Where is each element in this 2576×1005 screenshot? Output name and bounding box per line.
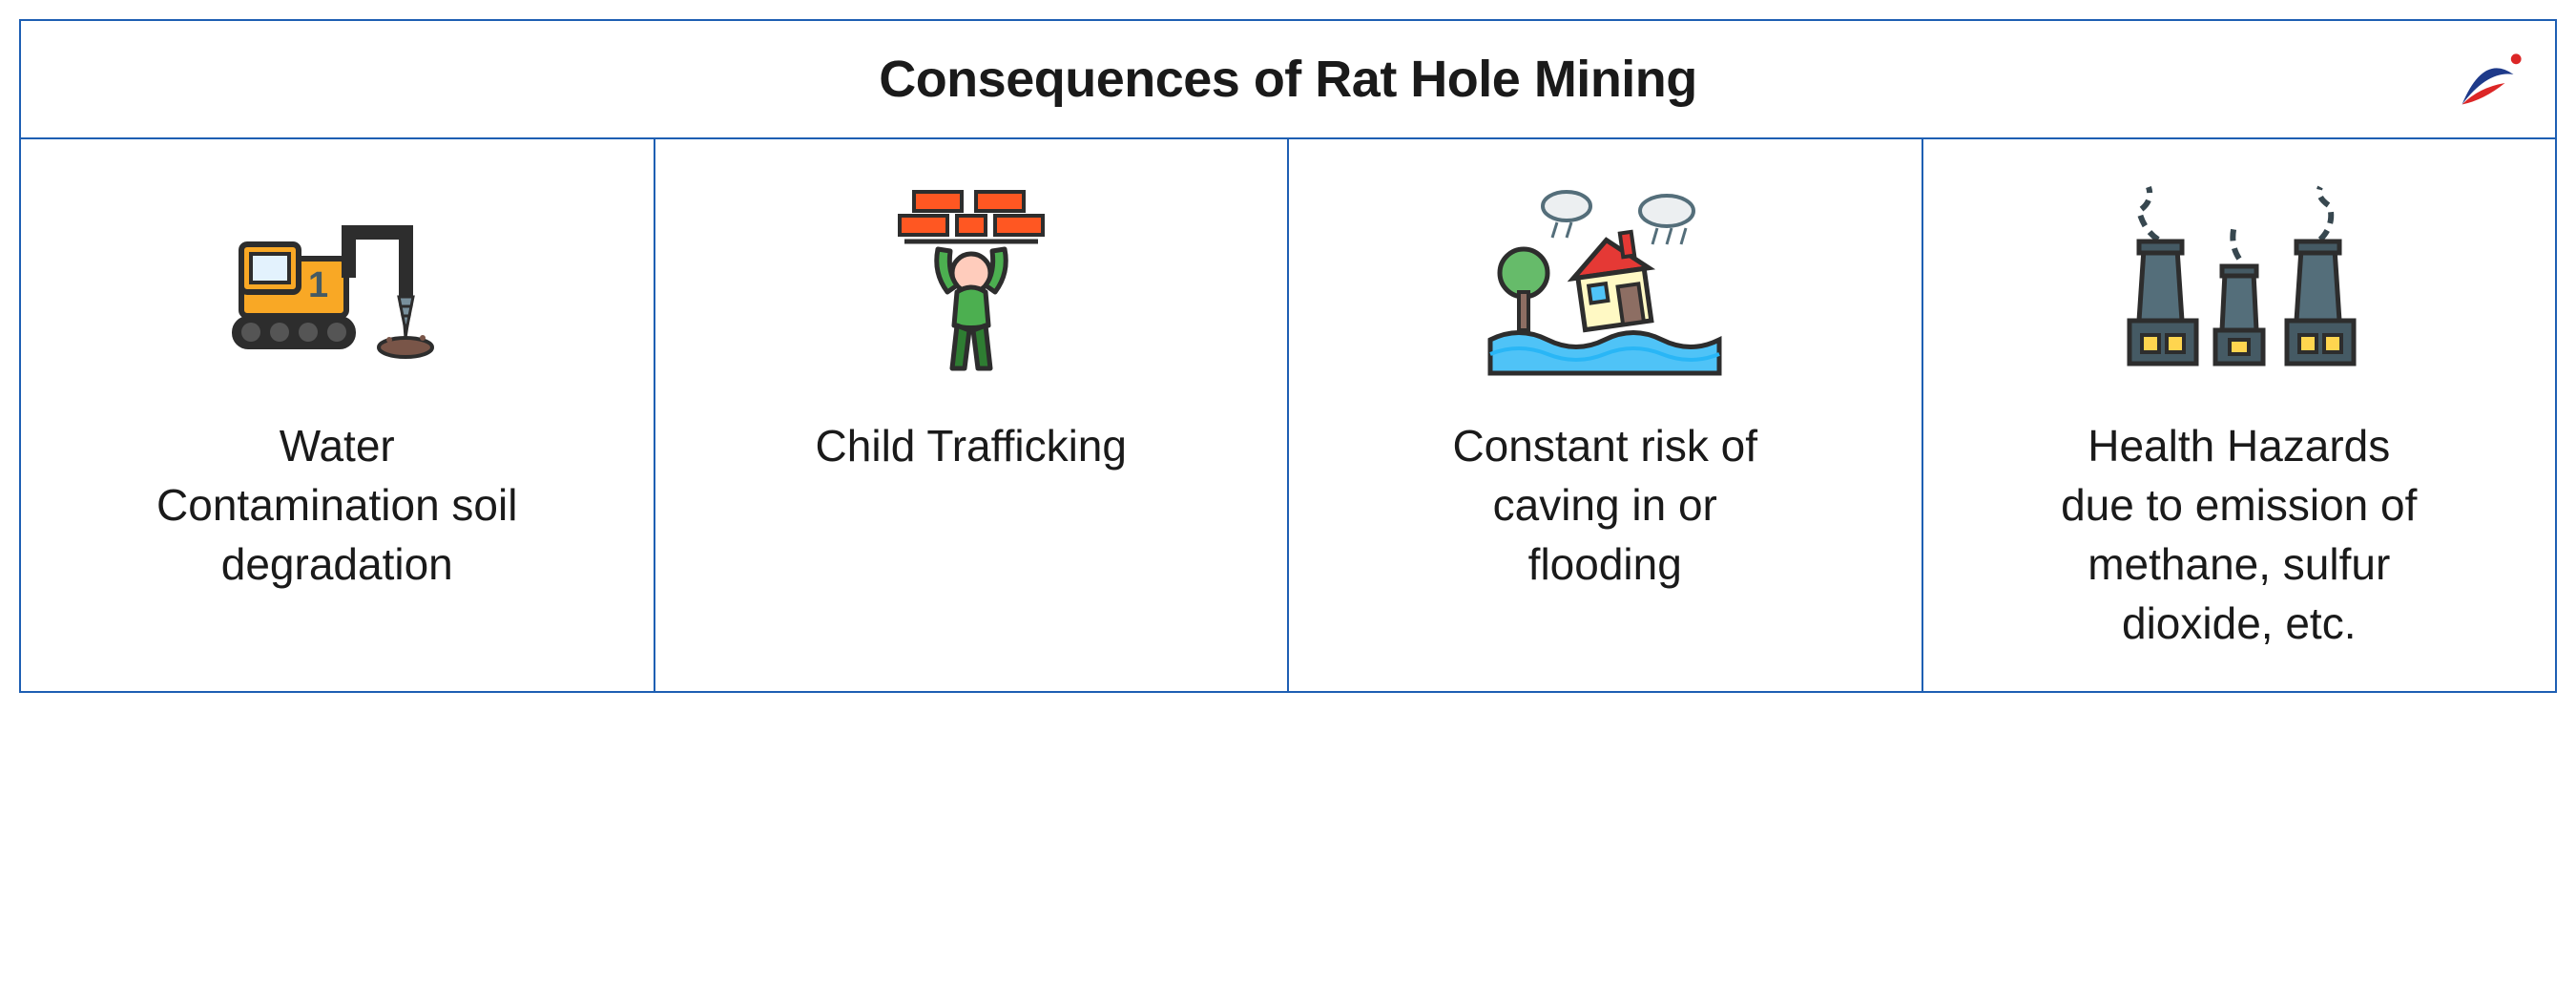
child-bricks-icon — [866, 178, 1076, 387]
house-flood-icon — [1481, 178, 1729, 387]
cell-health-hazards: Health Hazards due to emission of methan… — [1923, 139, 2556, 691]
svg-text:1: 1 — [308, 265, 328, 305]
page-title: Consequences of Rat Hole Mining — [21, 50, 2555, 109]
infographic-container: Consequences of Rat Hole Mining — [19, 19, 2557, 693]
cell-caving-flooding: Constant risk of caving in or flooding — [1289, 139, 1923, 691]
brand-logo — [2441, 40, 2526, 126]
cells-row: 1 Water Contamination soil degradat — [21, 139, 2555, 691]
cell-child-trafficking: Child Trafficking — [655, 139, 1290, 691]
cell-label: Health Hazards due to emission of methan… — [2048, 416, 2430, 653]
cell-label: Water Contamination soil degradation — [146, 416, 528, 594]
cell-label: Child Trafficking — [816, 416, 1127, 475]
header: Consequences of Rat Hole Mining — [21, 21, 2555, 139]
cell-water-contamination: 1 Water Contamination soil degradat — [21, 139, 655, 691]
factory-smoke-icon — [2106, 178, 2373, 387]
excavator-drill-icon: 1 — [213, 178, 461, 387]
cell-label: Constant risk of caving in or flooding — [1414, 416, 1796, 594]
